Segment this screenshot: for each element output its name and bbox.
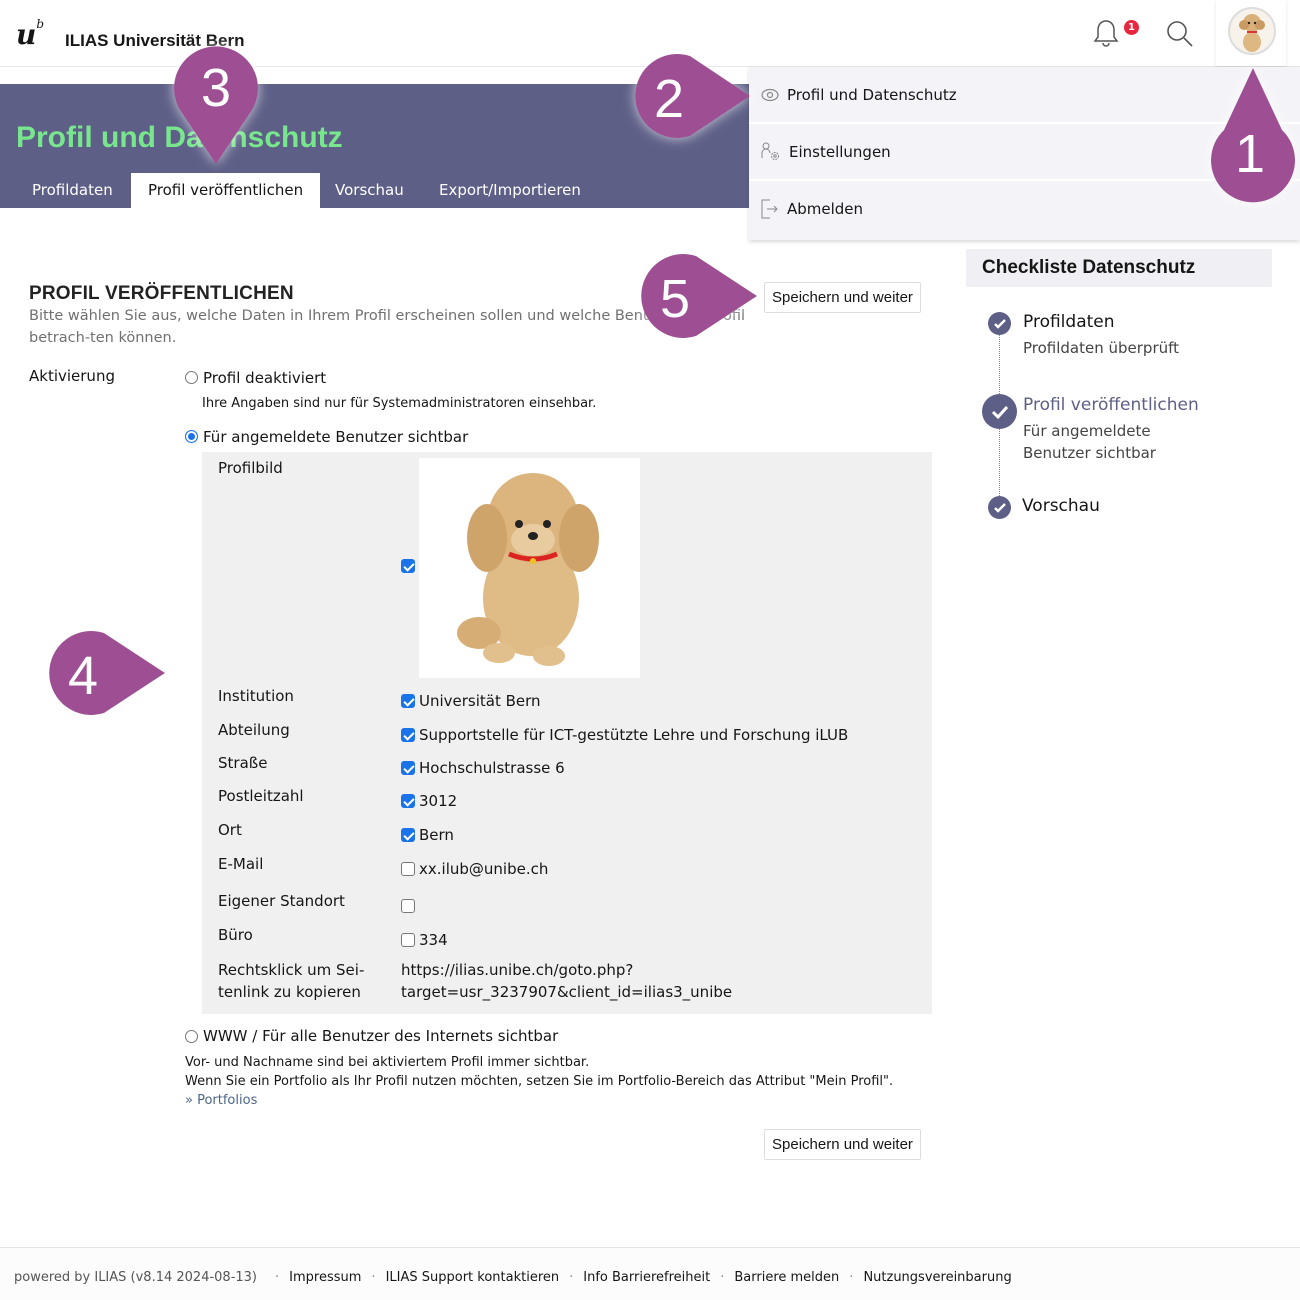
menu-item-label: Einstellungen (789, 142, 891, 161)
checkbox-field[interactable] (401, 694, 415, 708)
radio-www[interactable] (185, 1030, 198, 1043)
footer-link-barrierefreiheit[interactable]: Info Barrierefreiheit (583, 1270, 711, 1285)
footer-link-barriere-melden[interactable]: Barriere melden (734, 1270, 840, 1285)
user-menu-button[interactable] (1216, 0, 1286, 66)
footer: powered by ILIAS (v8.14 2024-08-13) · Imp… (0, 1247, 1300, 1300)
option-label: Profil deaktiviert (203, 369, 327, 387)
tab-export-importieren[interactable]: Export/Importieren (439, 181, 581, 199)
divider (749, 122, 1300, 124)
menu-item-einstellungen[interactable]: Einstellungen (749, 124, 1300, 179)
profile-picture (419, 458, 640, 678)
separator: · (371, 1270, 376, 1285)
checkbox-field[interactable] (401, 794, 415, 808)
divider (749, 179, 1300, 181)
tab-vorschau[interactable]: Vorschau (335, 181, 404, 199)
user-menu-dropdown: Profil und Datenschutz Einstellungen Abm… (749, 67, 1300, 240)
field-value: Hochschulstrasse 6 (419, 759, 565, 777)
option-info: Ihre Angaben sind nur für Systemadminist… (202, 396, 597, 411)
field-value: Bern (419, 826, 454, 844)
checklist-item-profil-veroeffentlichen[interactable]: Profil veröffentlichen (1023, 395, 1199, 415)
field-value: 334 (419, 931, 448, 949)
eye-icon (761, 88, 779, 101)
option-info: Wenn Sie ein Portfolio als Ihr Profil nu… (185, 1074, 894, 1089)
portfolios-link[interactable]: » Portfolios (185, 1093, 258, 1108)
field-value: xx.ilub@unibe.ch (419, 860, 549, 878)
activation-label: Aktivierung (29, 367, 115, 385)
field-label: Abteilung (218, 721, 290, 739)
save-and-continue-button-top[interactable]: Speichern und weiter (764, 282, 921, 313)
search-icon[interactable] (1165, 19, 1195, 53)
field-label: Institution (218, 687, 294, 705)
field-value: Supportstelle für ICT-gestützte Lehre un… (419, 726, 849, 744)
menu-item-label: Abmelden (787, 199, 864, 218)
checkbox-profilbild[interactable] (401, 559, 415, 573)
user-settings-icon (761, 142, 779, 160)
separator: · (275, 1270, 280, 1285)
option-label: WWW / Für alle Benutzer des Internets si… (203, 1027, 559, 1045)
checklist-item-vorschau[interactable]: Vorschau (1022, 496, 1100, 516)
university-logo[interactable]: ub (16, 16, 45, 51)
field-label: Postleitzahl (218, 787, 304, 805)
checklist-item-status: Profildaten überprüft (1023, 339, 1180, 357)
check-icon (982, 394, 1017, 429)
checkbox-field[interactable] (401, 899, 415, 913)
radio-angemeldete-benutzer[interactable] (185, 430, 198, 443)
top-bar: ub ILIAS Universität Bern 1 (0, 0, 1300, 67)
checklist-title: Checkliste Datenschutz (966, 249, 1272, 287)
footer-link-nutzungsvereinbarung[interactable]: Nutzungsvereinbarung (863, 1270, 1012, 1285)
checklist-item-profildaten[interactable]: Profildaten (1023, 312, 1115, 332)
menu-item-label: Profil und Datenschutz (787, 85, 957, 104)
page-link-value[interactable]: https://ilias.unibe.ch/goto.php? target=u… (401, 961, 733, 1001)
checkbox-field[interactable] (401, 862, 415, 876)
separator: · (569, 1270, 574, 1285)
menu-item-abmelden[interactable]: Abmelden (749, 181, 1300, 236)
site-title[interactable]: ILIAS Universität Bern (65, 31, 245, 50)
tab-profildaten[interactable]: Profildaten (32, 181, 113, 199)
page-link-label: Rechtsklick um Sei-tenlink zu kopieren (218, 961, 365, 1001)
avatar (1228, 7, 1276, 55)
field-label: Büro (218, 926, 253, 944)
checkbox-field[interactable] (401, 828, 415, 842)
field-label: E-Mail (218, 855, 264, 873)
page-title: Profil und Datenschutz (16, 121, 343, 154)
separator: · (849, 1270, 854, 1285)
checkbox-field[interactable] (401, 761, 415, 775)
option-label: Für angemeldete Benutzer sichtbar (203, 428, 469, 446)
option-info: Vor- und Nachname sind bei aktiviertem P… (185, 1055, 590, 1070)
powered-by: powered by ILIAS (v8.14 2024-08-13) (14, 1270, 258, 1285)
logout-icon (761, 199, 778, 218)
check-icon (988, 496, 1011, 519)
field-value: Universität Bern (419, 692, 541, 710)
notification-badge: 1 (1124, 20, 1139, 35)
field-value: 3012 (419, 792, 458, 810)
separator: · (720, 1270, 725, 1285)
field-label: Ort (218, 821, 242, 839)
field-label: Eigener Standort (218, 892, 345, 910)
bell-icon[interactable] (1093, 18, 1119, 52)
field-label: Straße (218, 754, 268, 772)
check-icon (988, 312, 1011, 335)
checkbox-field[interactable] (401, 933, 415, 947)
svg-text:4: 4 (68, 646, 98, 706)
save-and-continue-button-bottom[interactable]: Speichern und weiter (764, 1129, 921, 1160)
marker-4: 4 (49, 630, 165, 715)
footer-link-support[interactable]: ILIAS Support kontaktieren (385, 1270, 560, 1285)
menu-item-profil-datenschutz[interactable]: Profil und Datenschutz (749, 67, 1300, 122)
checkbox-field[interactable] (401, 728, 415, 742)
tab-profil-veroeffentlichen[interactable]: Profil veröffentlichen (131, 173, 321, 208)
field-label: Profilbild (218, 459, 283, 477)
checklist-item-status: Für angemeldete Benutzer sichtbar (1023, 422, 1156, 462)
section-description: Bitte wählen Sie aus, welche Daten in Ih… (29, 308, 746, 346)
radio-profil-deaktiviert[interactable] (185, 371, 198, 384)
section-title: PROFIL VERÖFFENTLICHEN (29, 283, 294, 304)
footer-link-impressum[interactable]: Impressum (289, 1270, 362, 1285)
